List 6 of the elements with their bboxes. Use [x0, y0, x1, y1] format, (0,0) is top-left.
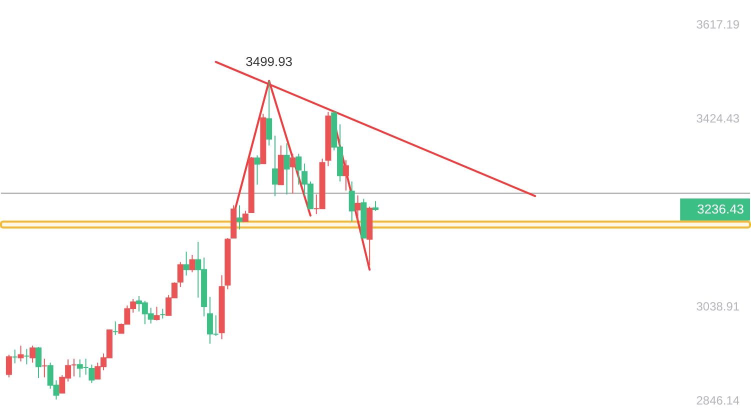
- annotation: 3236.43: [697, 201, 744, 216]
- y-tick-label: 3617.19: [696, 17, 740, 32]
- y-tick-label: 3038.91: [696, 299, 740, 314]
- y-tick-label: 2846.14: [696, 393, 740, 408]
- y-tick-label: 3424.43: [696, 111, 740, 126]
- annotation: 3499.93: [246, 54, 293, 69]
